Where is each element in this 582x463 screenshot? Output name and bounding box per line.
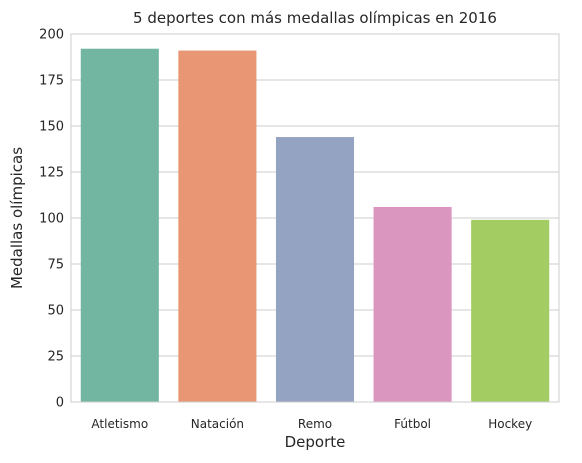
y-tick-label: 75 [47,258,64,273]
chart-title: 5 deportes con más medallas olímpicas en… [133,9,497,27]
x-tick-label: Remo [298,417,332,431]
y-tick-label: 175 [39,74,64,89]
bar [178,50,257,403]
y-tick-labels: 0 25 50 75 100 125 150 175 200 [39,28,64,411]
y-tick-label: 150 [39,120,64,135]
x-tick-label: Fútbol [394,417,431,431]
y-tick-label: 100 [39,212,64,227]
y-tick-label: 50 [47,304,64,319]
x-axis-label: Deporte [285,433,346,451]
y-axis-label: Medallas olímpicas [8,147,26,289]
x-tick-labels: Atletismo Natación Remo Fútbol Hockey [91,417,532,431]
y-tick-label: 0 [56,396,64,411]
y-tick-label: 125 [39,166,64,181]
bar [471,219,550,402]
plot-frame [70,33,560,403]
bars [80,48,550,403]
x-tick-label: Natación [191,417,244,431]
x-tick-label: Atletismo [91,417,148,431]
x-tick-label: Hockey [488,417,532,431]
y-tick-label: 200 [39,28,64,43]
y-tick-label: 25 [47,350,64,365]
bar [80,48,159,402]
bar [275,137,355,403]
bar [373,206,452,402]
